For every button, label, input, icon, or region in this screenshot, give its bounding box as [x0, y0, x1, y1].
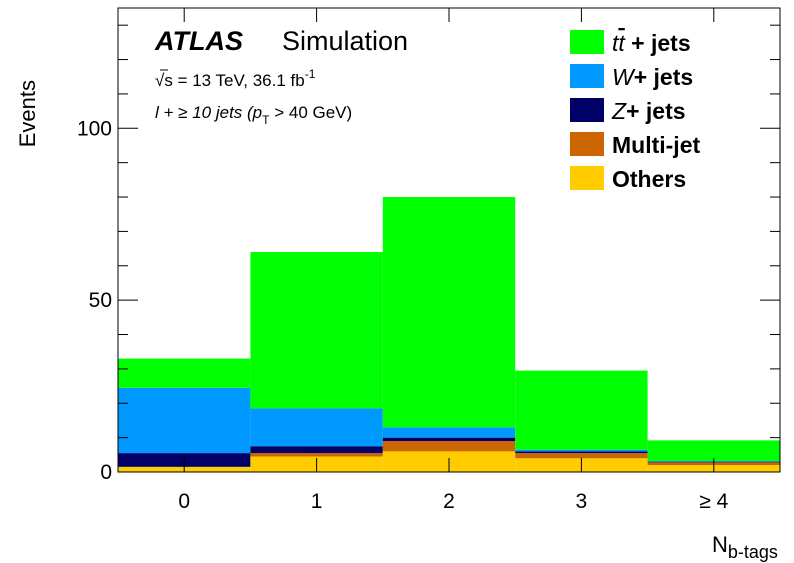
x-tick-label: 1 [311, 490, 323, 513]
selection-post: > 40 GeV) [269, 103, 352, 122]
bar-segment [647, 440, 780, 462]
legend-label: tt + jets [612, 30, 691, 56]
energy-lumi-label: √s = 13 TeV, 36.1 fb-1 [155, 67, 316, 90]
bar-segment [250, 252, 383, 409]
y-tick-label: 0 [100, 461, 112, 484]
selection-main: l + ≥ 10 jets (p [155, 103, 262, 122]
legend-label-text: + jets [625, 30, 691, 56]
bar-segment [515, 449, 648, 452]
legend-swatch [570, 166, 604, 190]
atlas-text: ATLAS [154, 26, 243, 56]
selection-sub: T [262, 113, 270, 127]
legend-swatch [570, 132, 604, 156]
legend-swatch [570, 64, 604, 88]
legend-label: Multi-jet [612, 132, 700, 158]
bar-segment [515, 451, 648, 454]
x-tick-label: 3 [576, 490, 588, 513]
x-axis-label-sub: b-tags [728, 542, 778, 562]
x-tick-label: ≥ 4 [699, 490, 728, 513]
legend-label: W+ jets [612, 64, 693, 90]
legend-label: Others [612, 166, 686, 192]
legend-label-text: + jets [626, 98, 685, 124]
bar-segment [382, 427, 516, 438]
bar-segment [382, 441, 516, 452]
legend-label-text: Others [612, 166, 686, 192]
bar-segment [118, 387, 251, 454]
selection-label: l + ≥ 10 jets (pT > 40 GeV) [155, 103, 352, 127]
bar-segment [515, 453, 648, 459]
atlas-label: ATLAS Simulation [154, 26, 408, 56]
bar-segment [515, 370, 648, 450]
legend-swatch [570, 30, 604, 54]
tick-layer: 0 50 100 0 1 2 3 ≥ 4 [77, 8, 780, 513]
legend-label-text: + jets [634, 64, 693, 90]
legend-label-italic: W [612, 64, 636, 90]
legend-label-bar: t [618, 30, 626, 56]
x-axis-label-main: N [712, 532, 728, 557]
lumi-superscript: -1 [305, 67, 316, 81]
legend-label: Z+ jets [611, 98, 686, 124]
bar-segment [250, 408, 383, 447]
bar-segment [382, 197, 516, 428]
x-axis-label: Nb-tags [712, 532, 778, 562]
y-tick-label: 50 [89, 289, 112, 312]
energy-lumi-main: √s = 13 TeV, 36.1 fb [155, 71, 305, 90]
bar-segment [118, 358, 251, 388]
legend-label-text: Multi-jet [612, 132, 700, 158]
legend-swatch [570, 98, 604, 122]
x-tick-label: 2 [443, 490, 455, 513]
y-axis-label: Events [15, 80, 40, 147]
y-tick-label: 100 [77, 117, 112, 140]
bar-segment [382, 437, 516, 442]
bar-layer [118, 197, 780, 472]
legend-label-italic: t [612, 30, 620, 56]
bar-segment [250, 453, 383, 457]
simulation-text: Simulation [282, 26, 408, 56]
bar-segment [250, 446, 383, 454]
x-tick-label: 0 [178, 490, 190, 513]
legend-label-italic: Z [611, 98, 627, 124]
